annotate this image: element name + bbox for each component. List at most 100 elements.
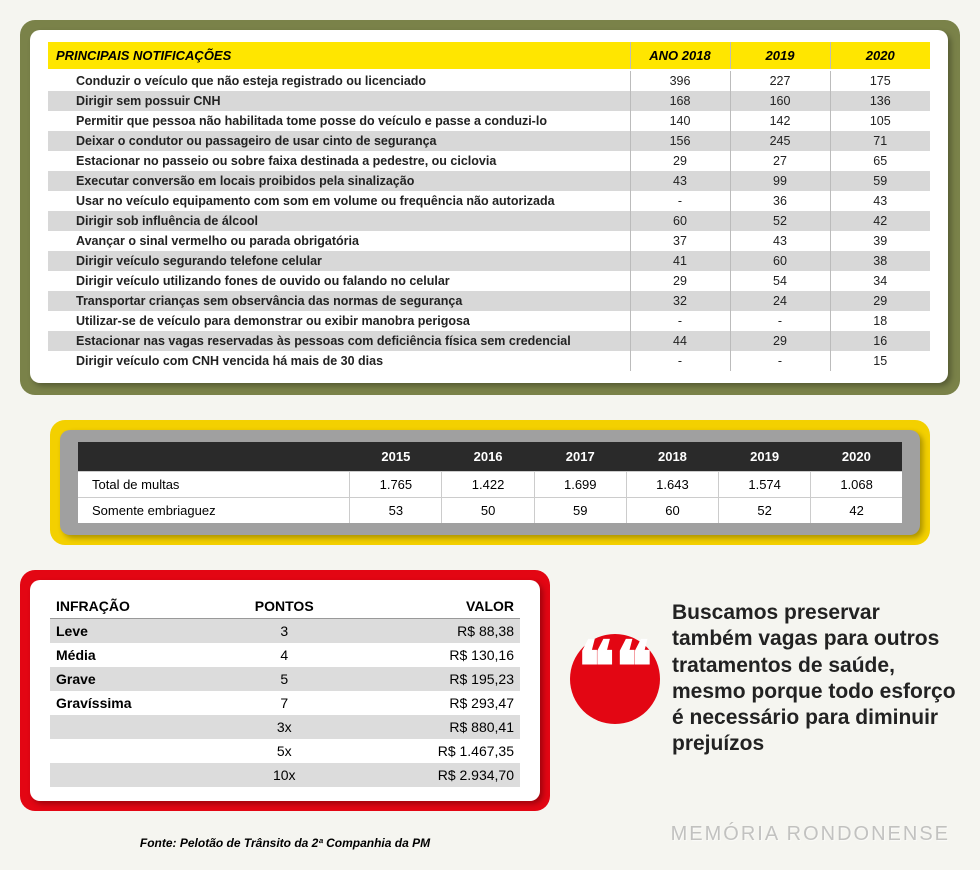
cell-2018: 396 bbox=[630, 70, 730, 91]
cell-2020: 39 bbox=[830, 231, 930, 251]
cell-value: R$ 2.934,70 bbox=[352, 763, 520, 787]
cell-label: Usar no veículo equipamento com som em v… bbox=[48, 191, 630, 211]
tbl1-h2: 2019 bbox=[730, 42, 830, 70]
cell-label: Leve bbox=[50, 619, 217, 644]
tbl2-h1: 2015 bbox=[350, 442, 442, 472]
tbl3-h0: INFRAÇÃO bbox=[50, 594, 217, 619]
cell-points: 5 bbox=[217, 667, 352, 691]
cell-label: Total de multas bbox=[78, 472, 350, 498]
cell-2019: 142 bbox=[730, 111, 830, 131]
cell-label: Dirigir sob influência de álcool bbox=[48, 211, 630, 231]
cell-2019: 99 bbox=[730, 171, 830, 191]
cell-points: 3 bbox=[217, 619, 352, 644]
fines-table: 2015 2016 2017 2018 2019 2020 Total de m… bbox=[78, 442, 902, 523]
table-row: Dirigir sob influência de álcool605242 bbox=[48, 211, 930, 231]
cell-2019: 1.574 bbox=[719, 472, 811, 498]
quote-block: ❝❝ Buscamos preservar também vagas para … bbox=[570, 570, 960, 758]
infraction-table: INFRAÇÃO PONTOS VALOR Leve3R$ 88,38Média… bbox=[50, 594, 520, 787]
cell-2015: 53 bbox=[350, 498, 442, 524]
tbl2-h2: 2016 bbox=[442, 442, 534, 472]
cell-2016: 50 bbox=[442, 498, 534, 524]
cell-2019: 60 bbox=[730, 251, 830, 271]
table-row: 5xR$ 1.467,35 bbox=[50, 739, 520, 763]
watermark: MEMÓRIA RONDONENSE bbox=[671, 823, 950, 846]
cell-label: Dirigir veículo com CNH vencida há mais … bbox=[48, 351, 630, 371]
cell-label: Estacionar nas vagas reservadas às pesso… bbox=[48, 331, 630, 351]
table-row: Deixar o condutor ou passageiro de usar … bbox=[48, 131, 930, 151]
table-row: Dirigir veículo segurando telefone celul… bbox=[48, 251, 930, 271]
source-text: Fonte: Pelotão de Trânsito da 2ª Companh… bbox=[20, 836, 550, 850]
bottom-row: INFRAÇÃO PONTOS VALOR Leve3R$ 88,38Média… bbox=[20, 570, 960, 850]
cell-2019: - bbox=[730, 351, 830, 371]
tbl1-h3: 2020 bbox=[830, 42, 930, 70]
cell-2018: 60 bbox=[630, 211, 730, 231]
tbl2-h6: 2020 bbox=[811, 442, 902, 472]
cell-2020: 16 bbox=[830, 331, 930, 351]
cell-label: Avançar o sinal vermelho ou parada obrig… bbox=[48, 231, 630, 251]
tbl3-h2: VALOR bbox=[352, 594, 520, 619]
table-row: 10xR$ 2.934,70 bbox=[50, 763, 520, 787]
table-row: Gravíssima7R$ 293,47 bbox=[50, 691, 520, 715]
cell-label: Executar conversão em locais proibidos p… bbox=[48, 171, 630, 191]
table-row: Somente embriaguez535059605242 bbox=[78, 498, 902, 524]
cell-2020: 65 bbox=[830, 151, 930, 171]
cell-2015: 1.765 bbox=[350, 472, 442, 498]
infraction-inner: INFRAÇÃO PONTOS VALOR Leve3R$ 88,38Média… bbox=[30, 580, 540, 801]
cell-points: 4 bbox=[217, 643, 352, 667]
cell-label: Estacionar no passeio ou sobre faixa des… bbox=[48, 151, 630, 171]
infraction-card: INFRAÇÃO PONTOS VALOR Leve3R$ 88,38Média… bbox=[20, 570, 550, 811]
cell-value: R$ 195,23 bbox=[352, 667, 520, 691]
cell-label: Permitir que pessoa não habilitada tome … bbox=[48, 111, 630, 131]
cell-label bbox=[50, 715, 217, 739]
cell-2020: 38 bbox=[830, 251, 930, 271]
tbl2-h4: 2018 bbox=[626, 442, 718, 472]
table-row: Executar conversão em locais proibidos p… bbox=[48, 171, 930, 191]
table-row: Dirigir veículo utilizando fones de ouvi… bbox=[48, 271, 930, 291]
cell-2019: 52 bbox=[719, 498, 811, 524]
cell-2020: 34 bbox=[830, 271, 930, 291]
cell-2018: - bbox=[630, 191, 730, 211]
cell-points: 7 bbox=[217, 691, 352, 715]
cell-2018: 140 bbox=[630, 111, 730, 131]
cell-label: Média bbox=[50, 643, 217, 667]
table-row: Conduzir o veículo que não esteja regist… bbox=[48, 70, 930, 91]
fines-inner: 2015 2016 2017 2018 2019 2020 Total de m… bbox=[60, 430, 920, 535]
table-row: Total de multas1.7651.4221.6991.6431.574… bbox=[78, 472, 902, 498]
fines-card: 2015 2016 2017 2018 2019 2020 Total de m… bbox=[50, 420, 930, 545]
cell-2020: 43 bbox=[830, 191, 930, 211]
table-row: Grave5R$ 195,23 bbox=[50, 667, 520, 691]
cell-2019: 24 bbox=[730, 291, 830, 311]
cell-label: Gravíssima bbox=[50, 691, 217, 715]
cell-value: R$ 293,47 bbox=[352, 691, 520, 715]
cell-2020: 42 bbox=[830, 211, 930, 231]
table-row: Média4R$ 130,16 bbox=[50, 643, 520, 667]
cell-2018: 41 bbox=[630, 251, 730, 271]
cell-2020: 175 bbox=[830, 70, 930, 91]
cell-2020: 29 bbox=[830, 291, 930, 311]
cell-2019: 54 bbox=[730, 271, 830, 291]
tbl1-h1: ANO 2018 bbox=[630, 42, 730, 70]
table-row: Estacionar no passeio ou sobre faixa des… bbox=[48, 151, 930, 171]
cell-label: Utilizar-se de veículo para demonstrar o… bbox=[48, 311, 630, 331]
table-row: Avançar o sinal vermelho ou parada obrig… bbox=[48, 231, 930, 251]
cell-label: Somente embriaguez bbox=[78, 498, 350, 524]
table-row: Leve3R$ 88,38 bbox=[50, 619, 520, 644]
tbl2-h0 bbox=[78, 442, 350, 472]
cell-2020: 42 bbox=[811, 498, 902, 524]
table-row: Permitir que pessoa não habilitada tome … bbox=[48, 111, 930, 131]
table-row: Usar no veículo equipamento com som em v… bbox=[48, 191, 930, 211]
notifications-card: PRINCIPAIS NOTIFICAÇÕES ANO 2018 2019 20… bbox=[20, 20, 960, 395]
cell-2018: 60 bbox=[626, 498, 718, 524]
notifications-inner: PRINCIPAIS NOTIFICAÇÕES ANO 2018 2019 20… bbox=[30, 30, 948, 383]
cell-2019: 27 bbox=[730, 151, 830, 171]
cell-value: R$ 88,38 bbox=[352, 619, 520, 644]
tbl3-h1: PONTOS bbox=[217, 594, 352, 619]
cell-label: Conduzir o veículo que não esteja regist… bbox=[48, 70, 630, 91]
cell-2020: 59 bbox=[830, 171, 930, 191]
cell-2018: 168 bbox=[630, 91, 730, 111]
cell-label: Transportar crianças sem observância das… bbox=[48, 291, 630, 311]
cell-2018: 29 bbox=[630, 151, 730, 171]
cell-2017: 1.699 bbox=[534, 472, 626, 498]
table-row: 3xR$ 880,41 bbox=[50, 715, 520, 739]
cell-2018: - bbox=[630, 351, 730, 371]
